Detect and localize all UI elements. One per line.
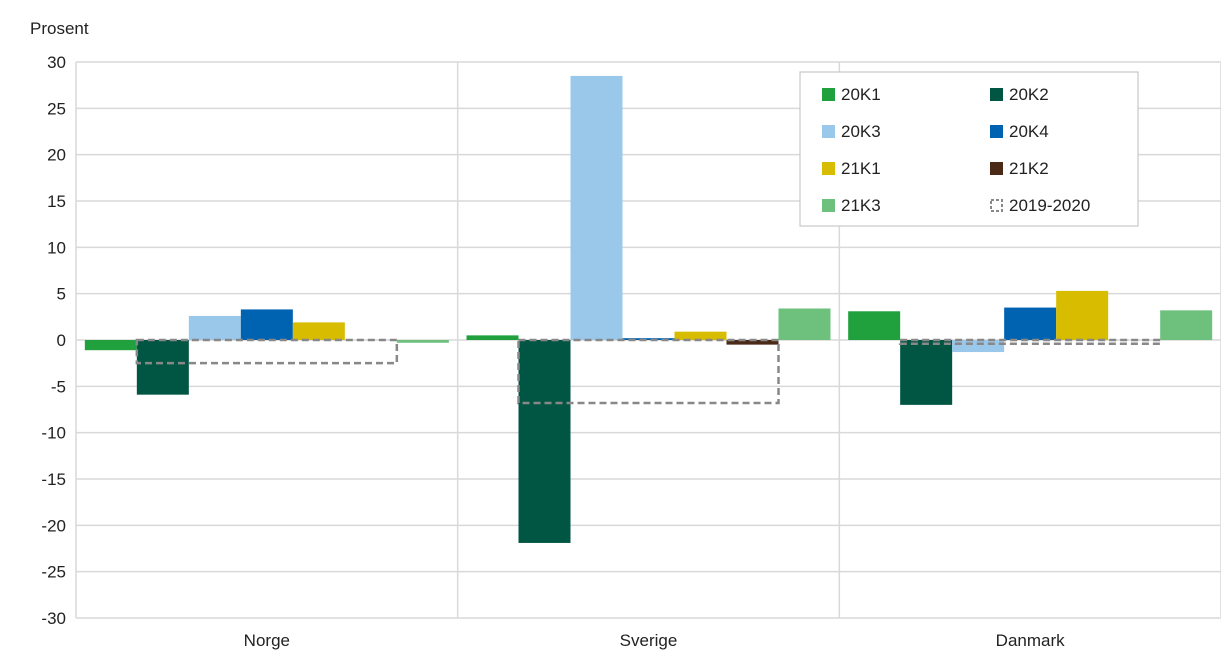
bar-21K1-Sverige — [674, 331, 727, 340]
y-tick-label: 15 — [47, 192, 66, 211]
legend-swatch-21K3 — [822, 199, 835, 212]
legend-box — [799, 71, 1139, 227]
bar-20K4-Norge — [240, 309, 293, 340]
bar-20K2-Danmark — [900, 340, 953, 405]
legend-swatch-20K2 — [990, 88, 1003, 101]
bar-21K1-Danmark — [1056, 290, 1109, 340]
bar-21K2-Sverige — [726, 340, 779, 345]
y-tick-label: -15 — [41, 470, 66, 489]
bar-20K1-Danmark — [848, 311, 901, 340]
y-axis-title: Prosent — [30, 19, 89, 38]
legend-swatch-20K1 — [822, 88, 835, 101]
legend-label-20K4: 20K4 — [1009, 122, 1049, 141]
y-tick-label: -10 — [41, 424, 66, 443]
x-tick-label: Sverige — [620, 631, 678, 650]
legend-swatch-20K4 — [990, 125, 1003, 138]
bar-20K3-Danmark — [952, 340, 1005, 353]
x-tick-label: Norge — [244, 631, 290, 650]
bar-20K1-Sverige — [466, 335, 519, 340]
legend-label-20K1: 20K1 — [841, 85, 881, 104]
legend-label-2019-2020: 2019-2020 — [1009, 196, 1090, 215]
legend-swatch-2019-2020 — [990, 199, 1003, 212]
legend-label-20K2: 20K2 — [1009, 85, 1049, 104]
gridlines — [75, 61, 1221, 619]
y-axis-ticks: -30 -25 -20 -15 -10 -5 0 5 10 15 20 25 30 — [41, 53, 66, 628]
bar-21K3-Norge — [396, 340, 449, 343]
x-axis-ticks: Norge Sverige Danmark — [244, 631, 1065, 650]
reference-box-Sverige — [517, 338, 780, 405]
bar-21K3-Danmark — [1160, 310, 1213, 340]
bar-20K2-Sverige — [518, 340, 571, 543]
x-tick-label: Danmark — [996, 631, 1065, 650]
legend-swatch-21K2 — [990, 162, 1003, 175]
legend-label-21K3: 21K3 — [841, 196, 881, 215]
bar-21K1-Norge — [292, 322, 345, 340]
bar-20K3-Norge — [188, 315, 241, 340]
reference-box-Norge — [135, 338, 399, 365]
y-tick-label: -5 — [51, 377, 66, 396]
bar-20K2-Norge — [136, 340, 189, 395]
y-tick-label: -30 — [41, 609, 66, 628]
legend-label-21K2: 21K2 — [1009, 159, 1049, 178]
y-tick-label: 5 — [57, 285, 66, 304]
bar-21K3-Sverige — [778, 308, 831, 340]
legend-label-20K3: 20K3 — [841, 122, 881, 141]
y-tick-label: 10 — [47, 238, 66, 257]
legend-label-21K1: 21K1 — [841, 159, 881, 178]
bar-20K4-Danmark — [1004, 307, 1057, 340]
y-tick-label: 30 — [47, 53, 66, 72]
legend-swatch-20K3 — [822, 125, 835, 138]
legend: 20K1 20K2 20K3 20K4 21K1 21K2 21K3 2019-2020 — [799, 71, 1139, 227]
y-tick-label: -20 — [41, 516, 66, 535]
y-tick-label: 20 — [47, 146, 66, 165]
y-tick-label: 0 — [57, 331, 66, 350]
bar-20K3-Sverige — [570, 75, 623, 341]
y-tick-label: -25 — [41, 563, 66, 582]
reference-series — [135, 338, 1162, 405]
bar-series — [84, 75, 1213, 543]
bar-20K1-Norge — [84, 340, 137, 351]
y-tick-label: 25 — [47, 99, 66, 118]
legend-swatch-21K1 — [822, 162, 835, 175]
bar-20K4-Sverige — [622, 338, 675, 340]
